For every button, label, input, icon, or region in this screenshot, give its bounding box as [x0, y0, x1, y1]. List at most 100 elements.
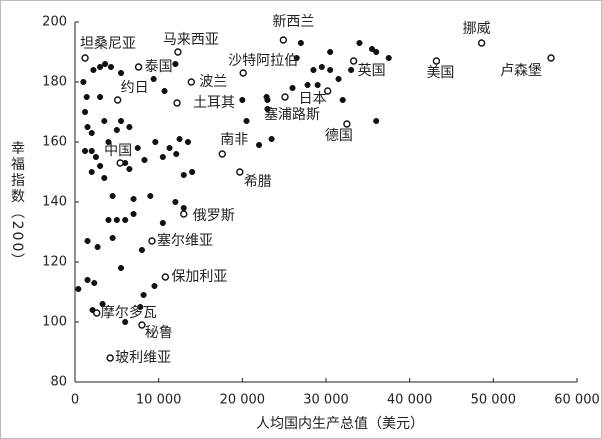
point: [314, 81, 321, 89]
point: [88, 147, 95, 155]
point-label: 德国: [325, 128, 353, 144]
point: [335, 75, 342, 83]
point: [140, 291, 147, 299]
labeled-point: [173, 99, 181, 107]
point: [173, 150, 180, 158]
point: [180, 204, 187, 212]
point: [92, 153, 99, 161]
point-label: 日本: [299, 91, 327, 107]
labeled-point: [106, 354, 114, 362]
point: [122, 318, 129, 326]
labeled-point: [477, 39, 486, 47]
point: [137, 303, 144, 311]
point: [373, 117, 380, 125]
point: [304, 81, 311, 89]
point: [90, 66, 97, 74]
point: [97, 63, 104, 71]
x-tick-label: 40 000: [387, 393, 433, 408]
point-label: 希腊: [244, 174, 272, 190]
point-label: 塞浦路斯: [264, 106, 320, 123]
y-tick-label: 80: [50, 375, 67, 390]
point-label: 约日: [121, 80, 149, 96]
point: [109, 192, 116, 200]
point-label: 中国: [104, 143, 132, 159]
point-label: 泰国: [145, 59, 173, 75]
y-tick-label: 200: [42, 15, 67, 30]
labeled-point: [547, 54, 555, 62]
point: [150, 75, 157, 83]
point-label: 土耳其: [193, 95, 235, 111]
point: [105, 138, 112, 146]
point-label: 俄罗斯: [193, 208, 235, 224]
point: [107, 63, 115, 71]
x-tick-label: 0: [71, 393, 79, 408]
labeled-point: [279, 36, 288, 44]
point: [256, 141, 263, 149]
point: [339, 96, 346, 104]
x-tick-label: 10 000: [136, 393, 182, 408]
point: [84, 276, 91, 284]
point: [368, 45, 376, 53]
point: [159, 219, 166, 227]
point: [180, 171, 187, 179]
x-tick-label: 60 000: [554, 393, 600, 408]
point-label: 玻利维亚: [115, 350, 171, 366]
point: [166, 144, 173, 152]
labeled-point: [218, 150, 226, 158]
point-label: 南非: [220, 132, 248, 148]
point: [75, 285, 82, 293]
point: [84, 123, 91, 131]
point: [97, 162, 104, 170]
y-tick-label: 120: [42, 255, 67, 270]
point: [147, 192, 154, 200]
point-label: 马来西亚: [163, 32, 219, 48]
point: [189, 168, 196, 176]
labeled-point: [343, 120, 351, 128]
labeled-point: [236, 168, 244, 176]
point: [289, 84, 296, 92]
point-label: 英国: [358, 62, 386, 79]
point: [130, 195, 137, 203]
point: [117, 69, 125, 77]
point: [373, 48, 380, 56]
labeled-point: [432, 57, 441, 65]
point: [327, 48, 334, 56]
point-label: 新西兰: [272, 14, 314, 30]
labeled-point: [180, 210, 188, 218]
labeled-point: [281, 93, 289, 101]
point: [80, 78, 87, 86]
point: [239, 96, 246, 104]
point: [99, 300, 106, 308]
point: [126, 165, 133, 173]
y-tick-label: 100: [42, 315, 67, 330]
point: [263, 93, 270, 101]
labeled-point: [116, 159, 124, 167]
x-axis-title: 人均国内生产总值（美元）: [256, 416, 424, 432]
point-label: 挪威: [463, 21, 491, 37]
point: [356, 39, 363, 47]
point: [113, 216, 120, 224]
point-label: 摩尔多瓦: [101, 304, 157, 321]
point: [152, 138, 159, 146]
point: [113, 126, 120, 134]
point: [81, 108, 89, 116]
point: [161, 87, 168, 95]
labeled-point: [349, 57, 358, 65]
point-label: 沙特阿拉伯: [228, 53, 298, 69]
labeled-point: [134, 63, 143, 71]
point-label: 卢森堡: [500, 63, 542, 79]
labeled-point: [81, 54, 89, 62]
labeled-point: [113, 96, 122, 104]
point-label: 塞尔维亚: [157, 232, 213, 249]
point: [176, 135, 183, 143]
point: [348, 66, 355, 74]
labeled-point: [148, 237, 156, 245]
x-tick-label: 50 000: [471, 393, 517, 408]
point-label: 美国: [426, 65, 454, 81]
y-tick-label: 180: [42, 75, 67, 90]
point: [88, 168, 95, 176]
labeled-point: [174, 48, 182, 56]
point: [310, 66, 317, 74]
point: [327, 66, 334, 74]
